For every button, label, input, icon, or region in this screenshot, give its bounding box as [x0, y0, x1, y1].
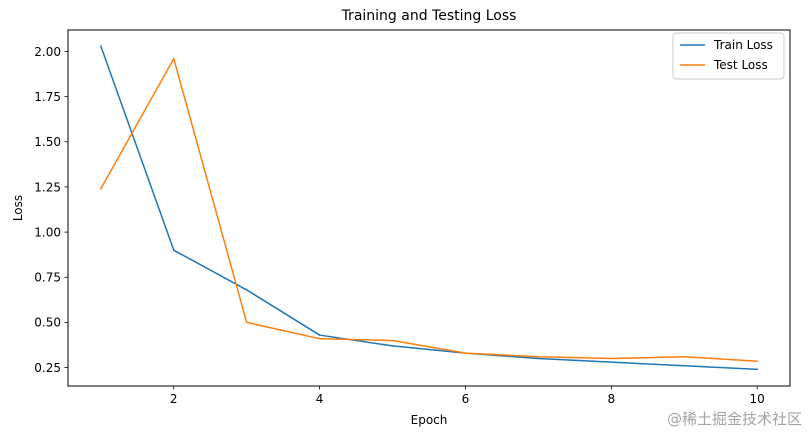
- x-axis-label: Epoch: [411, 413, 448, 427]
- x-tick-label: 2: [170, 392, 178, 406]
- data-point-test-loss: [318, 337, 321, 340]
- data-point-test-loss: [391, 339, 394, 342]
- data-point-test-loss: [464, 352, 467, 354]
- watermark: @稀土掘金技术社区: [666, 410, 802, 428]
- y-axis-ticks: 0.25 0.50 0.75 1.00 1.25 1.50 1.75 2.00: [34, 45, 68, 375]
- y-tick-label: 2.00: [34, 45, 61, 59]
- y-axis-label: Loss: [11, 195, 25, 221]
- x-axis-ticks: 2 4 6 8 10: [170, 386, 765, 406]
- series-lines: [99, 45, 758, 371]
- data-point-test-loss: [610, 357, 613, 360]
- legend: Train Loss Test Loss: [672, 32, 785, 80]
- data-point-test-loss: [173, 57, 175, 60]
- data-point-train-loss: [756, 368, 758, 371]
- x-tick-label: 6: [462, 392, 470, 406]
- series-line-train-loss: [99, 45, 758, 371]
- data-point-test-loss: [537, 355, 540, 358]
- data-point-train-loss: [173, 249, 175, 251]
- data-point-train-loss: [683, 365, 685, 367]
- y-tick-label: 1.00: [34, 225, 61, 239]
- data-point-train-loss: [610, 361, 613, 363]
- series-line-test-loss: [99, 57, 758, 363]
- legend-label-train-loss: Train Loss: [713, 38, 773, 52]
- y-tick-label: 1.50: [34, 135, 61, 149]
- data-point-train-loss: [245, 289, 248, 291]
- x-tick-label: 8: [608, 392, 616, 406]
- x-tick-label: 10: [750, 392, 765, 406]
- x-tick-label: 4: [316, 392, 324, 406]
- y-tick-label: 1.75: [34, 90, 61, 104]
- legend-label-test-loss: Test Loss: [713, 58, 768, 72]
- plot-frame: [67, 29, 791, 387]
- data-point-train-loss: [318, 334, 321, 336]
- plot-area: [68, 30, 790, 386]
- y-tick-label: 0.75: [34, 271, 61, 285]
- data-point-test-loss: [683, 355, 685, 358]
- data-point-train-loss: [537, 357, 540, 360]
- y-tick-label: 0.25: [34, 361, 61, 375]
- chart-title: Training and Testing Loss: [341, 8, 517, 24]
- data-point-train-loss: [391, 345, 394, 347]
- y-tick-label: 0.50: [34, 316, 61, 330]
- y-tick-label: 1.25: [34, 180, 61, 194]
- data-point-test-loss: [245, 321, 248, 324]
- data-point-test-loss: [756, 360, 758, 363]
- data-point-train-loss: [100, 45, 102, 47]
- data-point-test-loss: [100, 188, 102, 190]
